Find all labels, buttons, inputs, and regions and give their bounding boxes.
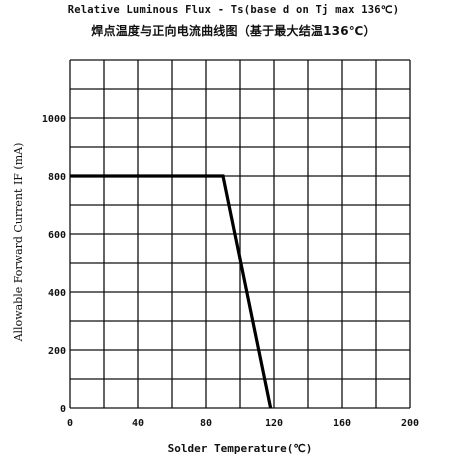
x-tick-label: 0 xyxy=(67,418,73,429)
series-layer xyxy=(70,174,273,409)
x-tick-label: 160 xyxy=(333,418,351,429)
y-tick-label: 200 xyxy=(48,346,66,357)
x-axis-label: Solder Temperature(℃) xyxy=(167,442,313,455)
chart-subtitle: 焊点温度与正向电流曲线图（基于最大结温136℃） xyxy=(91,24,376,38)
y-tick-label: 1000 xyxy=(42,114,66,125)
x-tick-label: 80 xyxy=(200,418,212,429)
y-tick-label: 800 xyxy=(48,172,66,183)
x-tick-label: 200 xyxy=(401,418,419,429)
y-tick-label: 400 xyxy=(48,288,66,299)
y-tick-label: 0 xyxy=(60,404,66,415)
series-line xyxy=(70,174,273,409)
grid-lines xyxy=(69,59,411,409)
y-tick-labels: 0 200 400 600 800 1000 xyxy=(42,114,66,415)
x-tick-labels: 0 40 80 120 160 200 xyxy=(67,418,419,429)
y-axis-label: Allowable Forward Current IF (mA) xyxy=(12,142,25,342)
x-tick-label: 120 xyxy=(265,418,283,429)
chart-title: Relative Luminous Flux - Ts(base d on Tj… xyxy=(67,4,400,16)
x-tick-label: 40 xyxy=(132,418,144,429)
y-tick-label: 600 xyxy=(48,230,66,241)
